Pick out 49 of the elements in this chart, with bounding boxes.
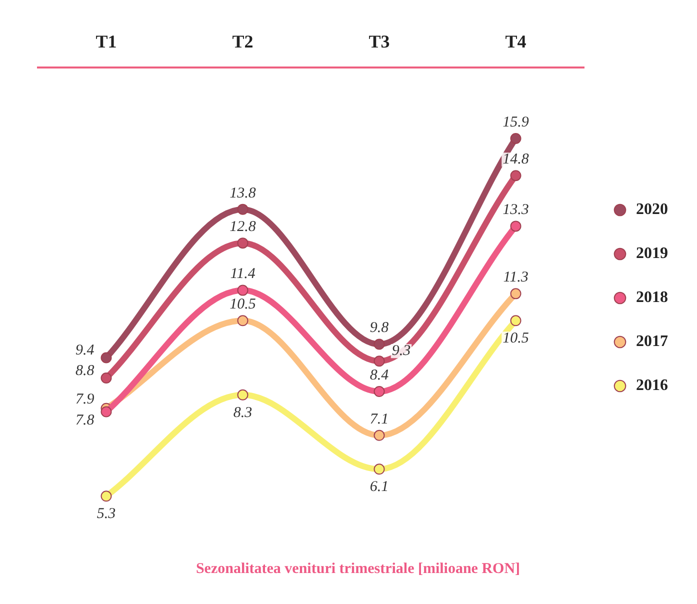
point	[510, 170, 522, 182]
point	[237, 284, 248, 296]
data-label: 10.5	[230, 296, 256, 313]
data-label: 11.3	[503, 270, 528, 286]
point	[237, 315, 248, 326]
data-label: 7.9	[76, 391, 95, 408]
legend-label: 2016	[636, 377, 668, 394]
data-label: 7.8	[76, 412, 95, 429]
point	[237, 204, 248, 215]
point	[374, 356, 385, 367]
data-label: 15.9	[502, 114, 530, 130]
data-label: 8.8	[76, 362, 95, 379]
point	[237, 238, 248, 249]
point	[100, 406, 112, 418]
x-tick-label: T3	[368, 31, 390, 52]
data-label: 5.3	[96, 506, 116, 522]
data-label: 13.3	[502, 202, 529, 218]
point	[374, 338, 385, 350]
point	[510, 220, 522, 232]
legend-label: 2020	[636, 201, 668, 218]
data-label: 8.3	[233, 404, 252, 421]
data-label: 12.8	[230, 219, 256, 235]
data-label: 11.4	[230, 266, 256, 282]
data-label: 13.8	[230, 185, 256, 202]
data-label: 9.8	[370, 320, 390, 336]
data-label: 7.1	[370, 411, 389, 428]
point	[374, 464, 385, 475]
legend-label: 2017	[636, 333, 668, 350]
point	[374, 430, 385, 441]
legend-label: 2019	[636, 245, 668, 262]
point	[510, 315, 522, 326]
point	[510, 288, 522, 300]
x-tick-label: T1	[96, 31, 117, 52]
x-tick-label: T2	[232, 31, 254, 52]
data-label: 6.1	[370, 479, 389, 496]
data-label: 9.3	[392, 343, 411, 360]
data-label: 8.4	[370, 367, 390, 384]
legend-label: 2018	[636, 289, 668, 306]
text: Sezonalitatea venituri trimestriale [milioane RON]	[196, 560, 520, 577]
data-label: 9.4	[76, 342, 95, 359]
point	[237, 389, 248, 400]
point	[374, 386, 385, 398]
point	[100, 372, 112, 384]
point	[100, 352, 112, 364]
data-label: 14.8	[502, 152, 530, 168]
point	[510, 132, 522, 144]
point	[100, 490, 112, 502]
x-tick-label: T4	[505, 31, 526, 52]
data-label: 10.5	[502, 330, 530, 347]
